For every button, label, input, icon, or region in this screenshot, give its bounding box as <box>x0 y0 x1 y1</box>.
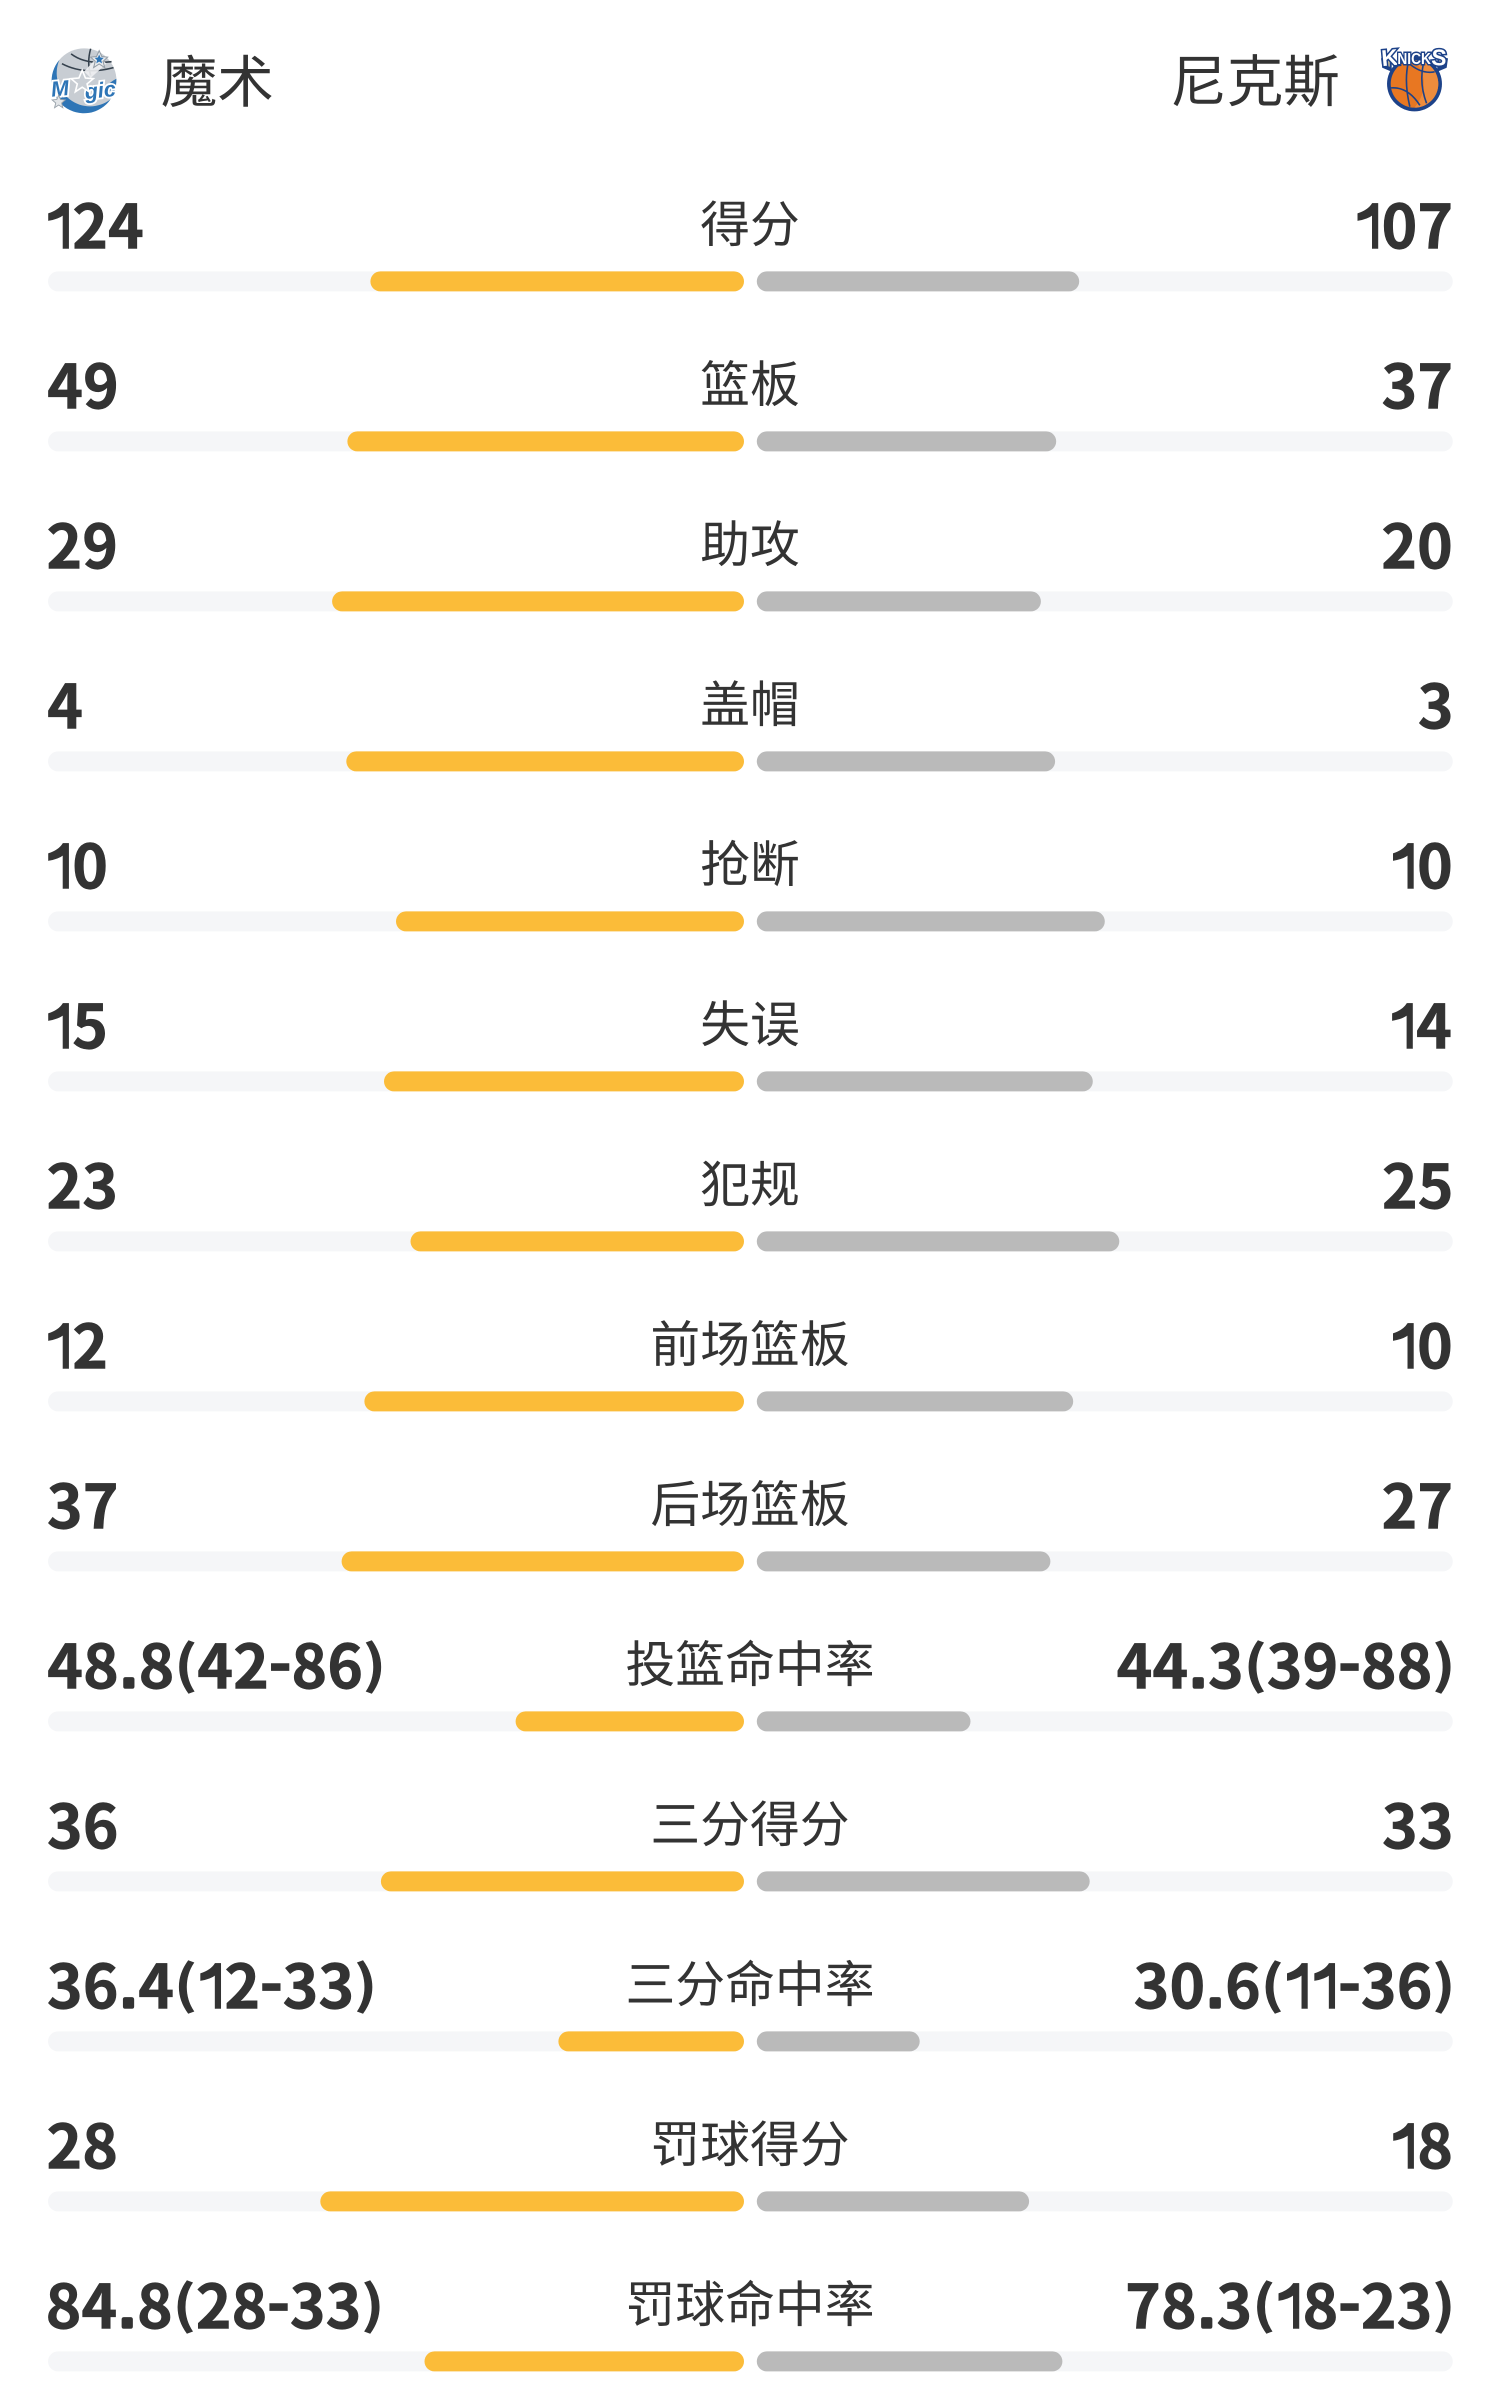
svg-text:M: M <box>50 76 71 102</box>
svg-text:K: K <box>1380 44 1399 71</box>
svg-text:NICK: NICK <box>1397 50 1431 68</box>
svg-text:S: S <box>1431 44 1448 71</box>
